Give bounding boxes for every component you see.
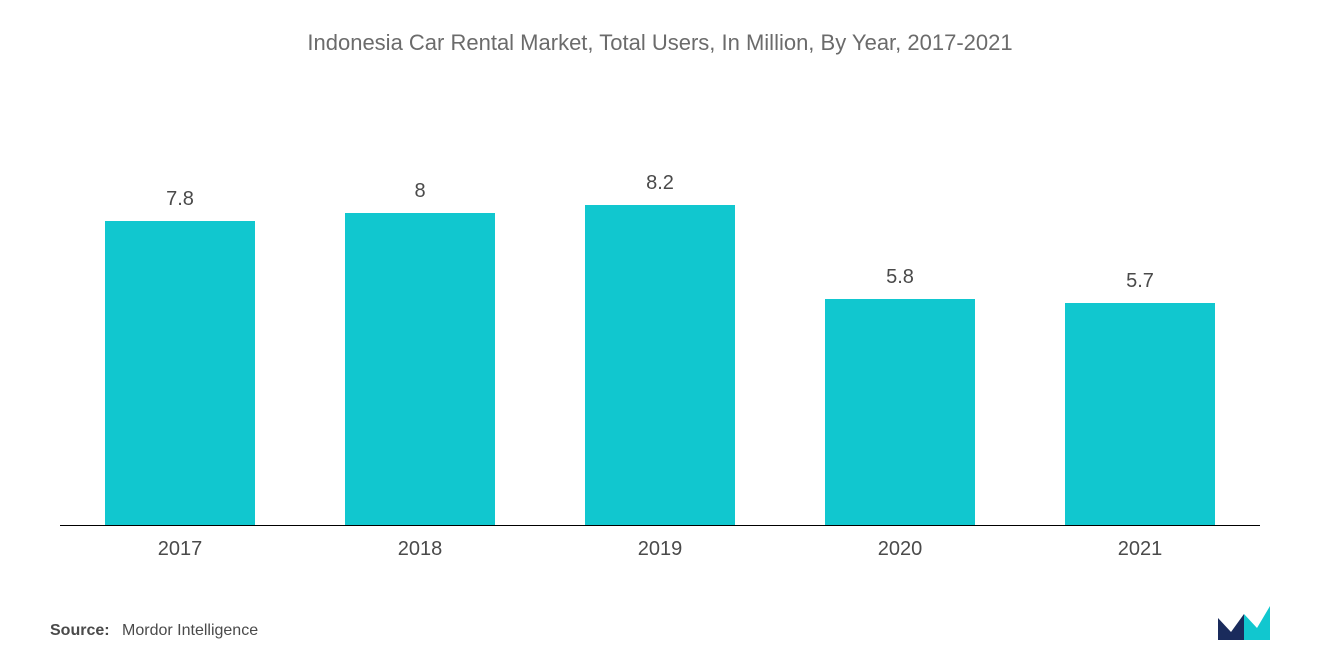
bar-group: 7.8 [100, 136, 260, 525]
chart-container: Indonesia Car Rental Market, Total Users… [0, 0, 1320, 665]
bar-value-label: 5.8 [886, 266, 914, 289]
plot-area: 7.8 8 8.2 5.8 5.7 [60, 136, 1260, 526]
chart-footer: Source: Mordor Intelligence [50, 606, 1270, 640]
source-attribution: Source: Mordor Intelligence [50, 622, 258, 640]
x-axis-labels: 2017 2018 2019 2020 2021 [60, 526, 1260, 561]
bar-value-label: 5.7 [1126, 270, 1154, 293]
bar-group: 5.7 [1060, 136, 1220, 525]
x-axis-label: 2020 [820, 538, 980, 561]
bar [345, 213, 495, 525]
chart-title: Indonesia Car Rental Market, Total Users… [40, 30, 1280, 56]
bar-value-label: 8 [414, 180, 425, 203]
bar [105, 221, 255, 525]
bar [585, 205, 735, 525]
mordor-logo-icon [1218, 606, 1270, 640]
bar [825, 299, 975, 525]
x-axis-label: 2019 [580, 538, 740, 561]
x-axis-label: 2017 [100, 538, 260, 561]
source-label: Source: [50, 622, 110, 639]
bar-value-label: 7.8 [166, 188, 194, 211]
source-name: Mordor Intelligence [122, 622, 258, 639]
bar-group: 8.2 [580, 136, 740, 525]
x-axis-label: 2018 [340, 538, 500, 561]
bar [1065, 303, 1215, 525]
x-axis-label: 2021 [1060, 538, 1220, 561]
bar-value-label: 8.2 [646, 172, 674, 195]
bar-group: 8 [340, 136, 500, 525]
bars-wrap: 7.8 8 8.2 5.8 5.7 [60, 136, 1260, 525]
bar-group: 5.8 [820, 136, 980, 525]
